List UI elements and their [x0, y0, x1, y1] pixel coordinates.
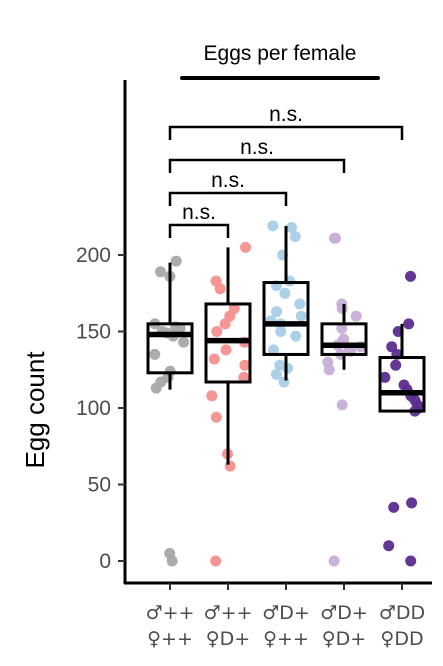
- data-point: [290, 330, 302, 342]
- data-point: [224, 460, 236, 472]
- significance-bracket: [168, 158, 346, 173]
- box-body: [262, 281, 310, 356]
- x-tick-label-line1: ♂D+: [262, 602, 310, 624]
- data-point: [328, 555, 340, 567]
- data-point: [289, 231, 301, 243]
- data-point: [329, 232, 340, 244]
- x-tick-label-line1: ♂DD: [379, 602, 425, 624]
- data-point: [170, 255, 182, 267]
- data-point: [208, 353, 220, 365]
- y-tick-label: 200: [76, 244, 111, 267]
- significance-label: n.s.: [240, 136, 274, 159]
- data-point: [403, 318, 415, 330]
- data-point: [383, 540, 395, 552]
- data-point: [388, 501, 400, 513]
- data-point: [336, 298, 348, 310]
- data-point: [155, 266, 166, 278]
- data-point: [336, 399, 348, 411]
- x-tick-label-line2: ♀++: [263, 628, 309, 650]
- box-body: [378, 356, 426, 413]
- header-group: Eggs per female: [180, 42, 380, 80]
- data-point: [228, 303, 240, 314]
- data-point: [275, 326, 287, 337]
- data-point: [405, 555, 417, 567]
- data-point: [271, 306, 283, 318]
- data-point: [238, 371, 250, 383]
- x-tick-label-line1: ♂++: [146, 602, 195, 624]
- data-point: [279, 287, 291, 299]
- data-point: [220, 344, 232, 356]
- plot-area: 0 50 100 150 200 ♂++ ♀++ ♂++ ♀D+ ♂D+ ♀++ ♂D+ ♀D+ ♂DD ♀…: [76, 80, 432, 650]
- x-tick-label-line2: ♀++: [147, 628, 193, 650]
- significance-bracket: [168, 223, 230, 238]
- data-point: [210, 555, 222, 567]
- data-point: [240, 241, 251, 253]
- data-point: [390, 359, 402, 371]
- x-tick-label-line2: ♀DD: [380, 628, 423, 650]
- data-point: [211, 326, 223, 337]
- y-axis-title: Egg count: [20, 351, 50, 469]
- significance-bracket: [168, 125, 404, 140]
- significance-label: n.s.: [269, 103, 303, 126]
- data-point: [405, 270, 416, 282]
- x-tick-label-line1: ♂D+: [320, 602, 368, 624]
- data-point: [166, 555, 178, 567]
- data-point: [274, 359, 286, 371]
- chart-title: Eggs per female: [204, 42, 357, 65]
- data-point: [267, 220, 279, 232]
- data-point: [268, 344, 279, 356]
- box-body: [146, 322, 194, 375]
- x-tick-label-line2: ♀D+: [322, 628, 366, 650]
- data-point: [206, 390, 218, 402]
- data-point: [295, 310, 307, 322]
- data-point: [398, 379, 410, 391]
- data-point: [406, 497, 418, 509]
- y-tick-label: 100: [76, 397, 111, 420]
- data-point: [286, 222, 297, 233]
- box-body: [320, 322, 368, 356]
- data-point: [294, 298, 306, 310]
- data-point: [350, 310, 362, 322]
- data-point: [178, 336, 190, 348]
- data-point: [338, 333, 350, 345]
- data-point: [386, 341, 398, 353]
- x-tick-label-line1: ♂++: [204, 602, 253, 624]
- y-tick-label: 50: [88, 474, 111, 497]
- data-point: [239, 359, 251, 371]
- y-tick-label: 150: [76, 321, 111, 344]
- x-tick-label-line2: ♀D+: [206, 628, 250, 650]
- data-point: [322, 356, 334, 368]
- data-point: [379, 371, 391, 383]
- data-point: [210, 411, 222, 423]
- data-point: [210, 275, 222, 287]
- data-point: [149, 348, 161, 360]
- significance-bracket: [168, 191, 288, 206]
- y-tick-label: 0: [99, 550, 111, 573]
- data-point: [270, 368, 282, 380]
- significance-label: n.s.: [182, 201, 216, 224]
- data-point: [336, 322, 348, 334]
- significance-label: n.s.: [211, 169, 245, 192]
